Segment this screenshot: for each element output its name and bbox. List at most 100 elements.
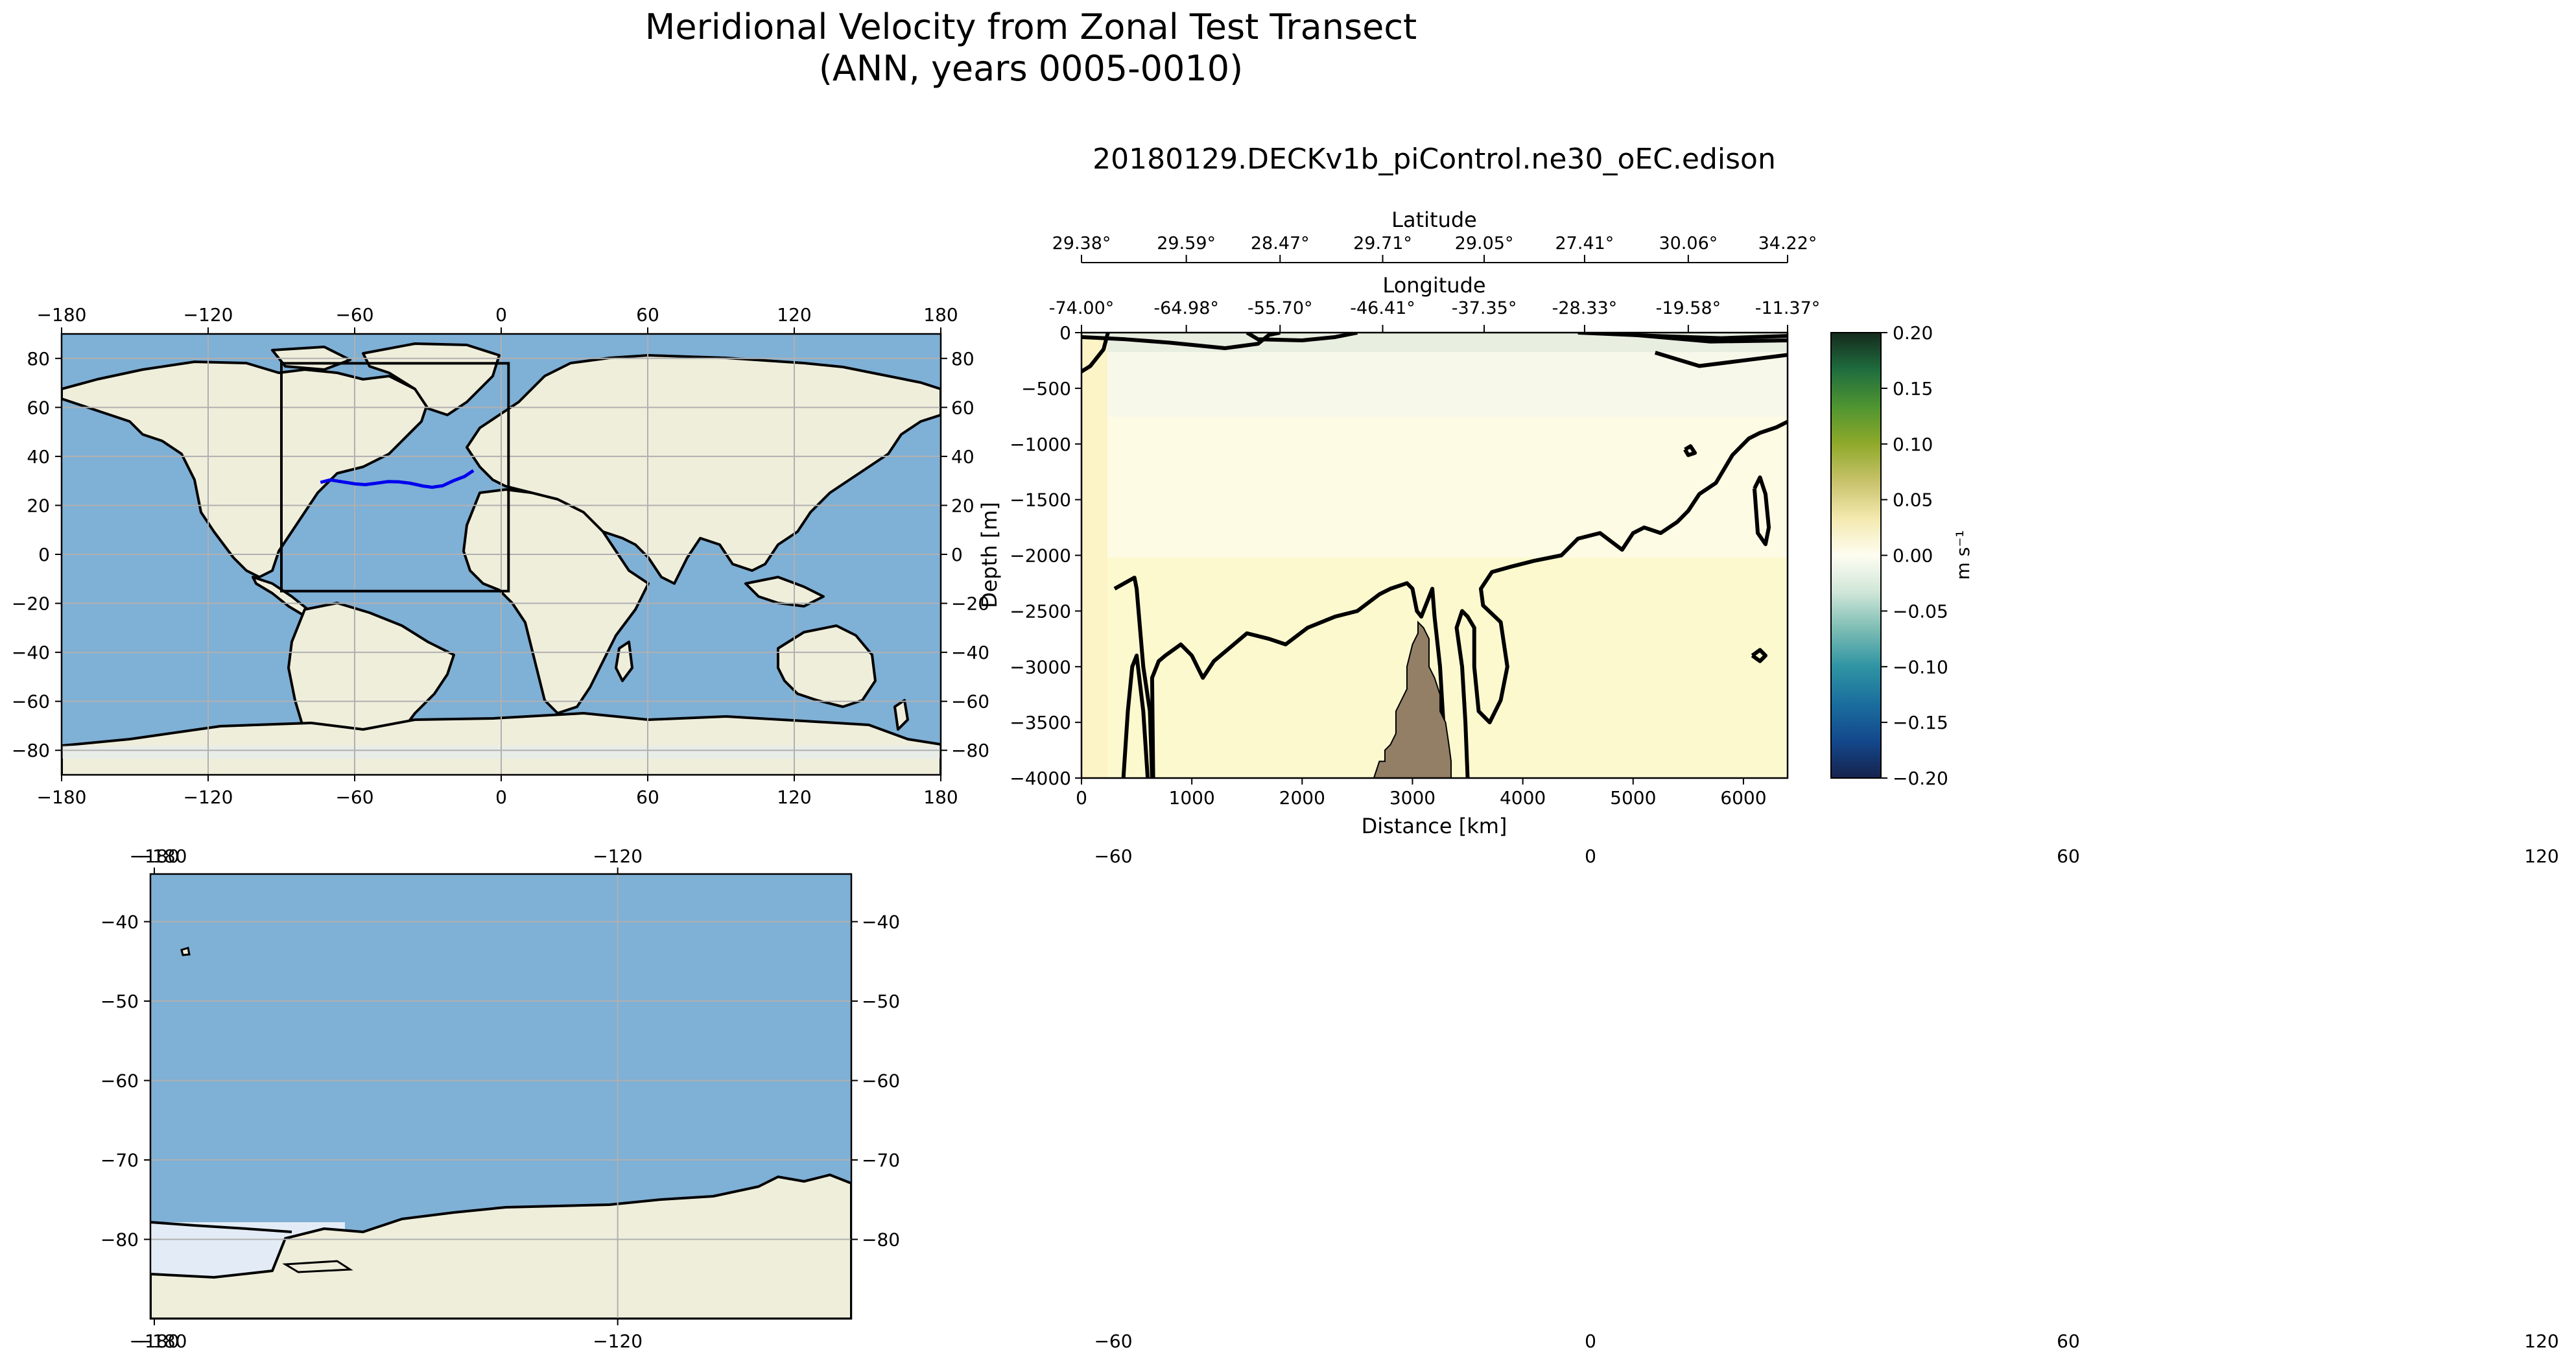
- lon-tick-label-top: 180: [923, 304, 958, 325]
- secondary-tick-label: -55.70°: [1247, 298, 1313, 318]
- contour-line: [1246, 333, 1358, 343]
- world-map-grid: [62, 334, 941, 775]
- inset-lon-tick-label-bottom: −180: [130, 1330, 180, 1352]
- lon-tick-label-top: 120: [777, 304, 811, 325]
- lon-tick-label-bottom: −180: [37, 786, 87, 808]
- distance-tick-label: 2000: [1279, 787, 1325, 809]
- secondary-tick-label: -19.58°: [1656, 298, 1721, 318]
- suptitle-line2: (ANN, years 0005-0010): [819, 48, 1243, 89]
- contour-line: [1578, 333, 1788, 340]
- contour-line: [1081, 333, 1281, 351]
- inset-map: −180−180−120−120−180−180−40 −40−50 −50−60−…: [100, 845, 2559, 1352]
- inset-map-frame: [149, 873, 853, 1320]
- distance-tick-label: 1000: [1169, 787, 1215, 809]
- secondary-tick-label: -64.98°: [1153, 298, 1219, 318]
- lat-tick-label-left: 40: [27, 446, 50, 467]
- distance-tick-label: 6000: [1720, 787, 1766, 809]
- section-title: 20180129.DECKv1b_piControl.ne30_oEC.edis…: [1093, 143, 1776, 176]
- colorbar-tick-label: 0.10: [1893, 434, 1933, 455]
- inset-lat-tick-label-right: −70: [862, 1150, 900, 1171]
- inset-lat-tick-label-left: −70: [100, 1150, 139, 1171]
- distance-tick-label: 5000: [1610, 787, 1656, 809]
- colorbar-tick-label: −0.10: [1893, 656, 1948, 678]
- secondary-tick-label: 29.59°: [1157, 233, 1216, 254]
- contour-line: [1121, 654, 1150, 778]
- colorbar-label: m s⁻¹: [1952, 530, 1974, 580]
- inset-lon-tick-label-bottom: −120: [593, 1330, 643, 1352]
- suptitle-line1: Meridional Velocity from Zonal Test Tran…: [645, 6, 1417, 47]
- lon-tick-label-bottom: 180: [923, 786, 958, 808]
- depth-tick-label: −1500: [1010, 490, 1071, 511]
- secondary-tick-label: 28.47°: [1251, 233, 1310, 254]
- secondary-tick-label: -37.35°: [1452, 298, 1517, 318]
- contour-line: [1752, 475, 1771, 547]
- colorbar-ticks: 0.20 0.15 0.10 0.05 0.00 −0.05 −0.10 −0.15 −0.20: [1881, 322, 1948, 789]
- world-map-inset-box: [280, 362, 510, 593]
- stray-lon-tick-label-top: 60: [2057, 845, 2080, 867]
- lon-tick-label-top: 0: [495, 304, 507, 325]
- land-madagascar: [615, 641, 633, 682]
- distance-tick-label: 3000: [1389, 787, 1436, 809]
- contour-line: [1683, 444, 1697, 457]
- inset-lat-tick-label-right: −50: [862, 991, 900, 1012]
- inset-lon-tick-label-overlap: −180: [137, 845, 187, 867]
- inset-lat-tick-label-left: −80: [100, 1229, 139, 1251]
- colorbar-tick-label: −0.05: [1893, 600, 1948, 622]
- stray-lon-tick-label-bottom: −60: [1094, 1330, 1132, 1352]
- inset-map-features: [150, 947, 851, 1319]
- stray-lon-tick-label-top: 120: [2524, 845, 2558, 867]
- lat-tick-label-right: 20: [951, 495, 975, 516]
- stray-lon-tick-label-top: 0: [1585, 845, 1596, 867]
- depth-tick-label: −2500: [1010, 600, 1071, 622]
- world-map-transect-line: [320, 469, 475, 489]
- secondary-tick-label: -74.00°: [1049, 298, 1115, 318]
- secondary-tick-label: 29.05°: [1455, 233, 1514, 254]
- section-contours: [1081, 333, 1788, 778]
- depth-tick-label: −1000: [1010, 434, 1071, 455]
- section-fill-west: [1081, 337, 1107, 778]
- section-ylabel: Depth [m]: [977, 502, 1002, 608]
- colorbar-gradient: [1830, 332, 1882, 779]
- land-new-zealand: [893, 699, 909, 731]
- lon-tick-label-top: 60: [636, 304, 659, 325]
- distance-tick-label: 4000: [1500, 787, 1546, 809]
- lat-tick-label-right: 0: [951, 544, 963, 565]
- inset-lat-tick-label-left: −50: [100, 991, 139, 1012]
- lat-tick-label-left: 80: [27, 348, 50, 370]
- lon-tick-label-top: −180: [37, 304, 87, 325]
- land-southeast-asia: [744, 576, 825, 608]
- lat-tick-label-left: 0: [38, 544, 50, 565]
- colorbar: 0.20 0.15 0.10 0.05 0.00 −0.05 −0.10 −0.15 −0.20…: [1830, 322, 1974, 789]
- world-map: −180 −180 −120 −120 −60 −60 0 0 60 60 120 120 180 180…: [12, 304, 989, 808]
- inset-lon-tick-label-top: −120: [593, 845, 643, 867]
- contour-line: [1081, 333, 1110, 374]
- lat-tick-label-left: −40: [12, 642, 50, 663]
- contour-line: [1113, 575, 1154, 778]
- lon-tick-label-bottom: 0: [495, 786, 507, 808]
- longitude-axis: -74.00° -64.98° -55.70° -46.41° -37.35° -28.3…: [1049, 298, 1820, 333]
- lat-tick-label-right: 40: [951, 446, 975, 467]
- secondary-tick-label: 27.41°: [1555, 233, 1614, 254]
- lat-tick-label-right: −80: [951, 740, 989, 761]
- colorbar-tick-label: 0.00: [1893, 545, 1933, 567]
- inset-map-ice-shelf-edge: [150, 1221, 292, 1233]
- inset-lon-tick-label-top: −180: [130, 845, 180, 867]
- latitude-axis-label: Latitude: [1391, 207, 1477, 232]
- lat-tick-label-right: −20: [951, 593, 989, 615]
- transect-section: 0 1000 2000 3000 4000 5000 6000 0 −500 −1000 −1500…: [977, 207, 1820, 838]
- secondary-tick-label: 29.71°: [1353, 233, 1412, 254]
- inset-map-ice-floe: [282, 1260, 353, 1273]
- inset-lat-tick-label-right: −80: [862, 1229, 900, 1251]
- lon-tick-label-bottom: 120: [777, 786, 811, 808]
- depth-tick-label: −4000: [1010, 768, 1071, 789]
- secondary-tick-label: -46.41°: [1350, 298, 1415, 318]
- lat-tick-label-left: −80: [12, 740, 50, 761]
- contour-line: [1654, 351, 1788, 368]
- lat-tick-label-right: −40: [951, 642, 989, 663]
- inset-map-island: [180, 947, 191, 956]
- distance-tick-label: 0: [1076, 787, 1087, 809]
- land-greenland: [362, 342, 501, 416]
- world-map-ticks: −180 −180 −120 −120 −60 −60 0 0 60 60 120 120 180 180…: [12, 304, 989, 808]
- secondary-tick-label: 30.06°: [1659, 233, 1718, 254]
